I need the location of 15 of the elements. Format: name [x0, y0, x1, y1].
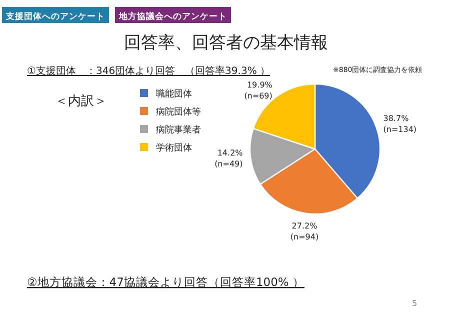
chart-title: 回答率、回答者の基本情報 [124, 33, 328, 53]
badge: 支援団体へのアンケート [2, 7, 109, 23]
data-label: 14.2% (n=49) [214, 148, 244, 169]
legend-label: 学術団体 [156, 142, 192, 154]
data-label: 27.2% (n=94) [290, 222, 319, 242]
legend-title: ＜内訳＞ [55, 94, 107, 109]
data-label: 19.9% (n=69) [244, 80, 273, 100]
data-label: 38.7% (n=134) [383, 114, 417, 134]
badge: 地方協議会へのアンケート [115, 7, 231, 23]
chart-subtitle: ①支援団体 ：346団体より回答 （回答率39.3% ） [27, 65, 270, 77]
text: 5 [412, 299, 418, 308]
text: ②地方協議会：47協議会より回答（回答率100% ） [27, 275, 304, 289]
legend-label: 職能団体 [156, 88, 192, 100]
legend-label: 病院事業者 [156, 124, 201, 136]
legend-label: 病院団体等 [156, 106, 201, 118]
